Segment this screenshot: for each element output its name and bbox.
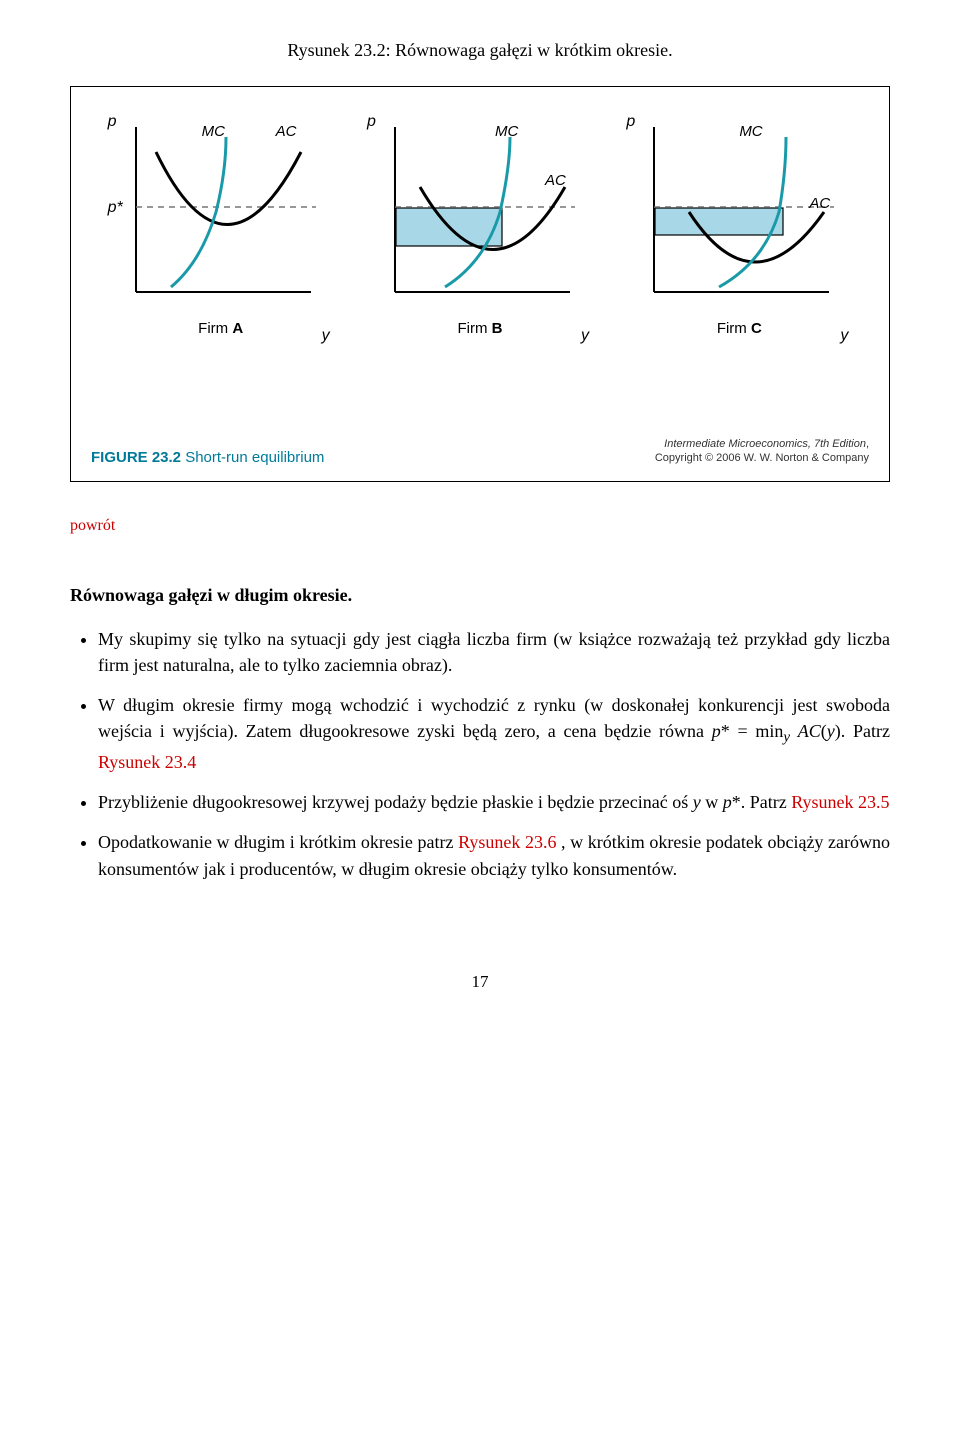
panel-c-p: p — [626, 113, 635, 131]
panel-b-ac: AC — [545, 172, 566, 189]
figure-caption: Rysunek 23.2: Równowaga gałęzi w krótkim… — [70, 40, 890, 61]
figure-source-line1: Intermediate Microeconomics, 7th Edition — [664, 438, 866, 450]
panel-c-chart — [644, 117, 834, 307]
figure-number: FIGURE 23.2 — [91, 449, 181, 466]
panel-c-mc: MC — [739, 123, 762, 140]
link-fig-23-4[interactable]: Rysunek 23.4 — [98, 752, 196, 772]
panel-b-y: y — [581, 327, 589, 345]
bullet-1: My skupimy się tylko na sytuacji gdy jes… — [98, 626, 890, 678]
figure-source: Intermediate Microeconomics, 7th Edition… — [655, 437, 869, 466]
panel-b-name: Firm B — [385, 320, 575, 337]
panel-a-ac: AC — [276, 123, 297, 140]
panel-a-name: Firm A — [126, 320, 316, 337]
panel-c: p MC AC y Firm C — [644, 117, 834, 337]
panel-b-mc: MC — [495, 123, 518, 140]
figure-footer-title: FIGURE 23.2 Short-run equilibrium — [91, 449, 324, 466]
panel-a: p p* MC AC y Firm A — [126, 117, 316, 337]
panel-b: p MC AC y Firm B — [385, 117, 575, 337]
return-link[interactable]: powrót — [70, 517, 115, 534]
panel-c-y: y — [840, 327, 848, 345]
panel-a-mc: MC — [202, 123, 225, 140]
bullet-2: W długim okresie firmy mogą wchodzić i w… — [98, 692, 890, 776]
section-heading: Równowaga gałęzi w długim okresie. — [70, 585, 890, 606]
bullet-3: Przybliżenie długookresowej krzywej poda… — [98, 789, 890, 815]
panel-a-chart — [126, 117, 316, 307]
link-fig-23-6[interactable]: Rysunek 23.6 — [458, 832, 556, 852]
panel-b-chart — [385, 117, 575, 307]
figure-title: Short-run equilibrium — [181, 449, 324, 466]
figure-source-line2: Copyright © 2006 W. W. Norton & Company — [655, 452, 869, 464]
panel-b-p: p — [367, 113, 376, 131]
bullet-4: Opodatkowanie w długim i krótkim okresie… — [98, 829, 890, 881]
panel-a-y: y — [322, 327, 330, 345]
panel-c-ac: AC — [809, 195, 830, 212]
panel-a-p: p — [108, 113, 117, 131]
page-number: 17 — [70, 972, 890, 992]
link-fig-23-5[interactable]: Rysunek 23.5 — [791, 792, 889, 812]
panel-c-name: Firm C — [644, 320, 834, 337]
panel-a-pstar: p* — [108, 199, 123, 217]
figure-box: p p* MC AC y Firm A p MC — [70, 86, 890, 482]
body-list: My skupimy się tylko na sytuacji gdy jes… — [70, 626, 890, 882]
